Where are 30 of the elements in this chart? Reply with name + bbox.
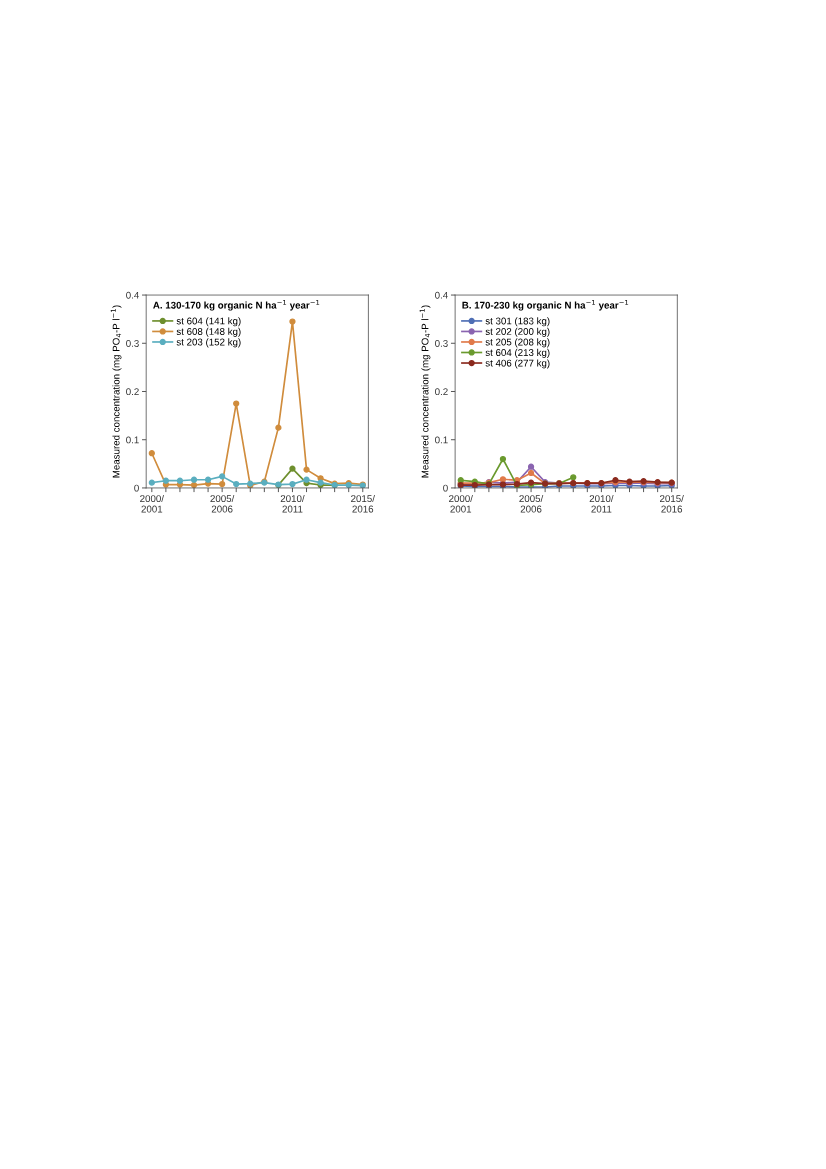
y-tick-label: 0.1 xyxy=(435,436,448,444)
legend-label: st 604 (213 kg) xyxy=(485,348,550,358)
legend-label: st 604 (141 kg) xyxy=(176,317,241,327)
x-tick-label: 2015/ 2016 xyxy=(660,494,684,513)
legend-label: st 202 (200 kg) xyxy=(485,327,550,337)
x-tick-label: 2005/ 2006 xyxy=(210,494,235,513)
y-tick-label: 0.3 xyxy=(435,340,448,347)
y-tick-label: 0 xyxy=(443,484,448,492)
x-tick-label: 2010/ 2011 xyxy=(589,494,614,513)
legend-label: st 205 (208 kg) xyxy=(485,338,550,348)
legend-label: st 203 (152 kg) xyxy=(176,338,241,348)
x-tick-label: 2010/ 2011 xyxy=(280,494,305,513)
legend-label: st 608 (148 kg) xyxy=(176,327,241,337)
text: A. 130-170 kg organic N ha$^{−1}$ year$^{−1}$ xyxy=(153,299,320,311)
x-tick-label: 2005/ 2006 xyxy=(519,494,544,513)
y-tick-label: 0.3 xyxy=(126,340,139,347)
x-tick-label: 2015/ 2016 xyxy=(351,494,375,513)
y-tick-label: 0 xyxy=(134,484,139,492)
text: B. 170-230 kg organic N ha$^{−1}$ year$^{−1}$ xyxy=(462,299,629,311)
y-tick-label: 0.4 xyxy=(435,291,448,299)
y-axis-title: Measured concentration (mg PO$_{4}$-P l$^{−1}$) xyxy=(110,305,122,478)
y-axis-title: Measured concentration (mg PO$_{4}$-P l$^{−1}$) xyxy=(419,305,431,478)
y-tick-label: 0.4 xyxy=(126,291,139,299)
legend-label: st 301 (183 kg) xyxy=(485,317,550,327)
y-tick-label: 0.2 xyxy=(126,388,139,396)
x-tick-label: 2000/ 2001 xyxy=(449,494,473,513)
x-tick-label: 2000/ 2001 xyxy=(140,494,164,513)
y-tick-label: 0.1 xyxy=(126,436,139,444)
y-tick-label: 0.2 xyxy=(435,388,448,396)
legend-label: st 406 (277 kg) xyxy=(485,359,550,369)
